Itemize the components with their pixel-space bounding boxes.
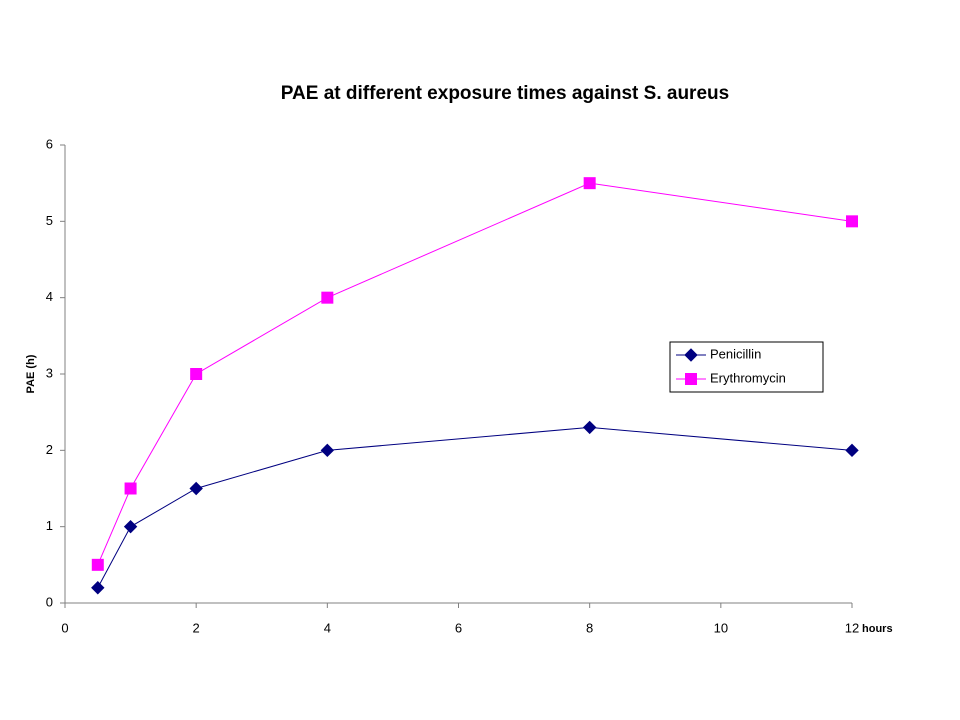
x-tick-label: 6 (455, 620, 462, 635)
x-tick-label: 10 (714, 620, 728, 635)
legend-label: Erythromycin (710, 370, 786, 385)
data-point (190, 368, 203, 380)
y-tick-label: 5 (46, 213, 53, 228)
y-tick-label: 1 (46, 518, 53, 533)
series-line (97, 426, 853, 588)
data-point (582, 420, 597, 435)
series-line (97, 182, 853, 566)
x-axis-label: hours (862, 623, 893, 635)
data-point (91, 581, 105, 595)
y-tick-label: 3 (46, 365, 53, 380)
x-tick-label: 12 (845, 620, 859, 635)
y-tick-label: 6 (46, 136, 53, 151)
x-tick-label: 2 (193, 620, 200, 635)
data-point (320, 443, 335, 458)
data-point (189, 481, 203, 496)
y-tick-label: 4 (46, 289, 53, 304)
data-point (124, 482, 137, 495)
data-point (846, 215, 858, 228)
data-point (91, 558, 104, 571)
chart-title: PAE at different exposure times against … (281, 83, 729, 104)
y-tick-label: 0 (46, 594, 53, 609)
data-point (123, 519, 138, 534)
legend-marker (685, 373, 697, 385)
legend-marker (684, 348, 698, 362)
data-point (845, 443, 859, 458)
y-tick-label: 2 (46, 442, 53, 457)
x-tick-label: 8 (586, 620, 593, 635)
x-tick-label: 4 (324, 620, 331, 635)
data-point (583, 177, 596, 190)
x-tick-label: 0 (61, 620, 68, 635)
legend-label: Penicillin (710, 346, 761, 361)
data-point (321, 291, 334, 304)
y-axis-label: PAE (h) (25, 354, 37, 393)
